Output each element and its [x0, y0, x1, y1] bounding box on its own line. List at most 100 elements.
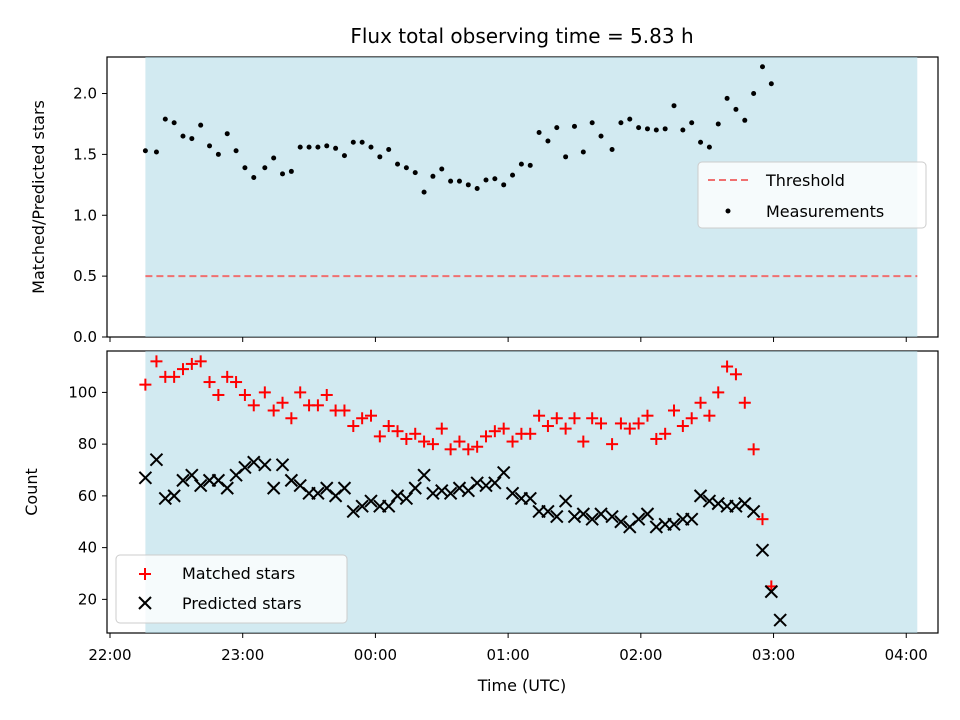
measurement-point: [510, 172, 516, 178]
measurement-point: [324, 143, 330, 149]
predicted-star-point: [567, 509, 582, 524]
matched-star-point: [356, 412, 369, 425]
matched-star-point: [676, 420, 689, 433]
x-tick-label: 00:00: [354, 646, 397, 664]
matched-star-point: [258, 386, 271, 399]
measurement-point: [341, 153, 347, 159]
count-y-axis-label: Count: [22, 468, 41, 516]
predicted-star-point: [479, 478, 493, 493]
predicted-star-point: [176, 473, 190, 488]
measurement-point: [518, 161, 524, 167]
predicted-star-point: [470, 476, 484, 490]
measurement-point: [448, 178, 454, 184]
matched-star-point: [185, 357, 198, 370]
measurement-point: [474, 185, 480, 191]
ratio-y-tick-label: 0.5: [73, 267, 97, 285]
measurement-point: [751, 91, 757, 97]
matched-star-point: [426, 438, 439, 451]
predicted-legend-swatch: [138, 596, 152, 610]
measurement-point: [609, 147, 615, 153]
measurement-point: [536, 129, 542, 135]
predicted-legend-label: Predicted stars: [182, 594, 302, 613]
predicted-star-point: [426, 486, 440, 501]
matched-star-point: [721, 360, 734, 373]
measurement-point: [571, 123, 577, 129]
measurement-point: [439, 166, 445, 172]
measurement-point: [563, 154, 569, 160]
predicted-star-point: [149, 452, 164, 467]
measurement-point: [153, 149, 159, 155]
measurement-point: [501, 182, 507, 188]
measurement-point: [545, 138, 551, 144]
predicted-star-point: [399, 491, 414, 506]
matched-star-point: [285, 412, 298, 425]
matched-star-point: [418, 435, 431, 448]
matched-star-point: [311, 399, 324, 412]
measurement-point: [742, 117, 748, 123]
predicted-star-point: [755, 543, 770, 557]
ratio-y-tick-label: 0.0: [73, 328, 97, 346]
predicted-star-point: [605, 509, 619, 524]
measurement-point: [280, 171, 286, 177]
predicted-star-point: [167, 489, 181, 503]
predicted-star-point: [649, 520, 664, 534]
matched-star-point: [550, 412, 563, 425]
matched-star-point: [391, 425, 404, 438]
predicted-star-point: [764, 584, 779, 599]
measurements-legend-label: Measurements: [766, 202, 884, 221]
measurement-point: [689, 120, 695, 126]
predicted-star-point: [523, 491, 537, 506]
matched-star-point: [524, 427, 537, 440]
chart-title: Flux total observing time = 5.83 h: [350, 24, 693, 48]
measurement-point: [162, 116, 168, 122]
predicted-star-point: [337, 481, 352, 495]
measurement-point: [395, 161, 401, 167]
measurement-point: [215, 151, 221, 157]
predicted-star-point: [355, 499, 369, 513]
measurement-point: [589, 120, 595, 126]
measurement-point: [350, 139, 356, 145]
measurement-point: [598, 133, 604, 139]
matched-star-point: [568, 412, 581, 425]
predicted-star-point: [158, 491, 173, 506]
matched-star-point: [338, 404, 351, 417]
matched-star-point: [685, 412, 698, 425]
predicted-star-point: [576, 507, 591, 521]
measurement-point: [430, 173, 436, 179]
matched-star-point: [373, 430, 386, 443]
measurement-point: [403, 165, 409, 171]
predicted-star-point: [346, 504, 361, 519]
measurement-point: [368, 144, 374, 150]
predicted-star-point: [667, 517, 681, 532]
matched-star-point: [497, 422, 510, 435]
matched-star-point: [650, 432, 663, 445]
matched-star-point: [559, 422, 572, 435]
predicted-star-point: [193, 478, 208, 493]
measurement-point: [759, 64, 765, 70]
count-y-tick-label: 20: [78, 590, 97, 608]
matched-star-point: [400, 432, 413, 445]
matched-legend-swatch: [139, 568, 151, 580]
x-tick-label: 03:00: [752, 646, 795, 664]
measurement-point: [671, 103, 677, 109]
matched-star-point: [756, 513, 769, 526]
matched-star-point: [435, 422, 448, 435]
matched-star-point: [221, 370, 234, 383]
predicted-star-point: [505, 486, 520, 501]
predicted-star-point: [711, 496, 725, 511]
matched-star-point: [586, 412, 599, 425]
measurement-point: [242, 165, 248, 171]
matched-star-point: [606, 438, 619, 451]
matched-star-point: [382, 420, 395, 433]
matched-star-point: [139, 378, 152, 391]
measurement-point: [768, 81, 774, 87]
measurement-point: [706, 144, 712, 150]
ratio-y-axis-label: Matched/Predicted stars: [29, 100, 48, 294]
predicted-star-point: [443, 486, 458, 501]
ratio-y-tick-label: 2.0: [73, 85, 97, 103]
predicted-star-point: [729, 499, 743, 513]
predicted-star-point: [496, 465, 511, 480]
matched-star-point: [533, 409, 546, 422]
predicted-star-point: [594, 507, 608, 521]
